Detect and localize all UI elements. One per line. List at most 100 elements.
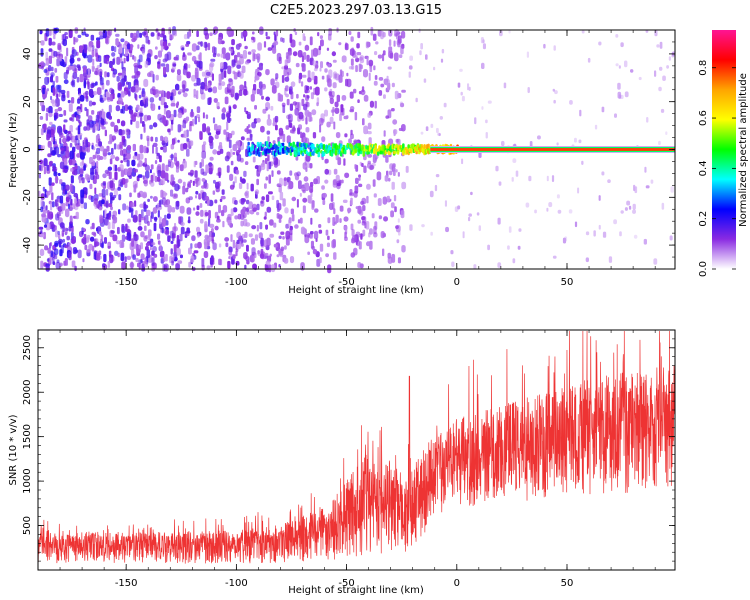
spectrogram-cell — [170, 153, 174, 161]
spectrogram-cell — [175, 83, 180, 91]
spectrogram-cell — [313, 67, 318, 72]
spectrogram-cell — [378, 215, 383, 220]
spectrogram-cell — [336, 180, 341, 190]
spectrogram-cell — [252, 52, 256, 62]
spectrogram-cell — [350, 223, 354, 231]
spectrogram-cell — [287, 51, 292, 57]
spectrogram-cell — [108, 104, 112, 113]
spectrogram-cell — [278, 127, 283, 136]
spectrogram-cell — [306, 85, 310, 91]
spectrogram-cell — [279, 151, 282, 155]
spectrogram-cell — [59, 56, 62, 62]
spectrogram-cell — [201, 258, 205, 267]
spectrogram-cell — [646, 117, 649, 123]
spectrogram-cell — [90, 195, 94, 202]
spectrogram-cell — [68, 252, 72, 261]
spectrogram-cell — [333, 252, 337, 260]
spectrogram-cell — [265, 260, 271, 266]
spectrogram-cell — [316, 258, 321, 267]
spectrogram-cell — [296, 93, 299, 99]
spectrogram-cell — [265, 69, 270, 76]
spectrogram-cell — [334, 107, 340, 114]
spectrogram-cell — [275, 73, 279, 79]
spectrogram-cell — [556, 142, 559, 146]
spectrogram-cell — [96, 37, 101, 41]
spectrogram-cell — [367, 154, 372, 158]
spectrogram-cell — [228, 139, 232, 149]
spectrogram-cell — [219, 148, 224, 154]
spectrogram-cell — [351, 229, 355, 237]
spectrogram-cell — [246, 137, 251, 141]
spectrogram-cell — [144, 235, 149, 239]
spectrogram-cell — [76, 115, 79, 122]
spectrogram-cell — [394, 206, 397, 213]
spectrogram-cell — [86, 174, 91, 182]
spectrogram-cell — [245, 222, 251, 227]
spectrogram-cell — [650, 179, 654, 184]
spectrogram-cell — [264, 211, 267, 217]
spectrogram-cell — [358, 90, 362, 95]
spectrogram-cell — [140, 191, 143, 195]
spectrogram-cell — [137, 226, 143, 231]
spectrogram-cell — [83, 81, 87, 87]
spectrogram-cell — [260, 200, 264, 204]
spectrogram-cell — [91, 65, 95, 72]
spectrogram-cell — [301, 63, 306, 72]
spectrogram-cell — [284, 59, 288, 67]
spectrogram-cell — [238, 89, 243, 96]
spectrogram-cell — [208, 210, 211, 219]
spectrogram-cell — [326, 242, 330, 248]
spectrogram-cell — [395, 169, 398, 173]
spectrogram-cell — [114, 46, 117, 53]
spectrogram-cell — [278, 56, 282, 64]
spectrogram-cell — [103, 253, 107, 263]
spectrogram-cell — [311, 200, 315, 210]
spectrogram-cell — [40, 206, 44, 213]
spectrogram-cell — [192, 118, 195, 127]
spectrogram-cell — [125, 128, 130, 136]
spectrogram-cell — [132, 214, 138, 223]
spectrogram-cell — [355, 55, 358, 59]
spectrogram-cell — [133, 56, 137, 62]
spectrogram-cell — [57, 153, 61, 158]
spectrogram-cell — [64, 56, 68, 64]
spectrogram-cell — [151, 257, 155, 266]
spectrogram-cell — [71, 260, 76, 268]
spectrogram-cell — [83, 202, 87, 210]
spectrogram-cell — [186, 137, 190, 142]
spectrogram-cell — [320, 118, 325, 123]
spectrogram-cell — [526, 51, 529, 58]
snr-x-tick-label: 0 — [454, 578, 460, 589]
spectrogram-cell — [270, 78, 275, 86]
spectrogram-cell — [292, 125, 295, 132]
spectrogram-cell — [324, 68, 328, 73]
spectrogram-cell — [237, 52, 241, 58]
spectrogram-cell — [624, 207, 628, 211]
spectrogram-cell — [102, 30, 107, 39]
spectrogram-cell — [206, 126, 210, 134]
spectrogram-cell — [244, 192, 248, 197]
spectrogram-cell — [162, 263, 165, 272]
spectrogram-cell — [165, 63, 170, 73]
spectrogram-cell — [645, 185, 650, 189]
spectrogram-cell — [54, 248, 59, 256]
spectrogram-cell — [70, 183, 73, 192]
spectrogram-cell — [167, 128, 171, 133]
spectrogram-cell — [235, 250, 238, 257]
spectrogram-cell — [261, 95, 264, 100]
spectrogram-cell — [358, 176, 361, 181]
spectrogram-cell — [430, 123, 434, 128]
spectrogram-cell — [298, 41, 302, 46]
spectrogram-cell — [262, 83, 266, 88]
spectrogram-cell — [444, 200, 447, 207]
spectrogram-cell — [118, 194, 122, 201]
spectrogram-cell — [163, 256, 166, 263]
spectrogram-cell — [300, 131, 303, 139]
spectrogram-cell — [148, 229, 152, 237]
spectrogram-cell — [587, 57, 591, 63]
spectrogram-cell — [225, 242, 229, 248]
spectrogram-cell — [119, 141, 123, 150]
spectrogram-cell — [197, 241, 202, 249]
spectrogram-cell — [253, 118, 258, 124]
